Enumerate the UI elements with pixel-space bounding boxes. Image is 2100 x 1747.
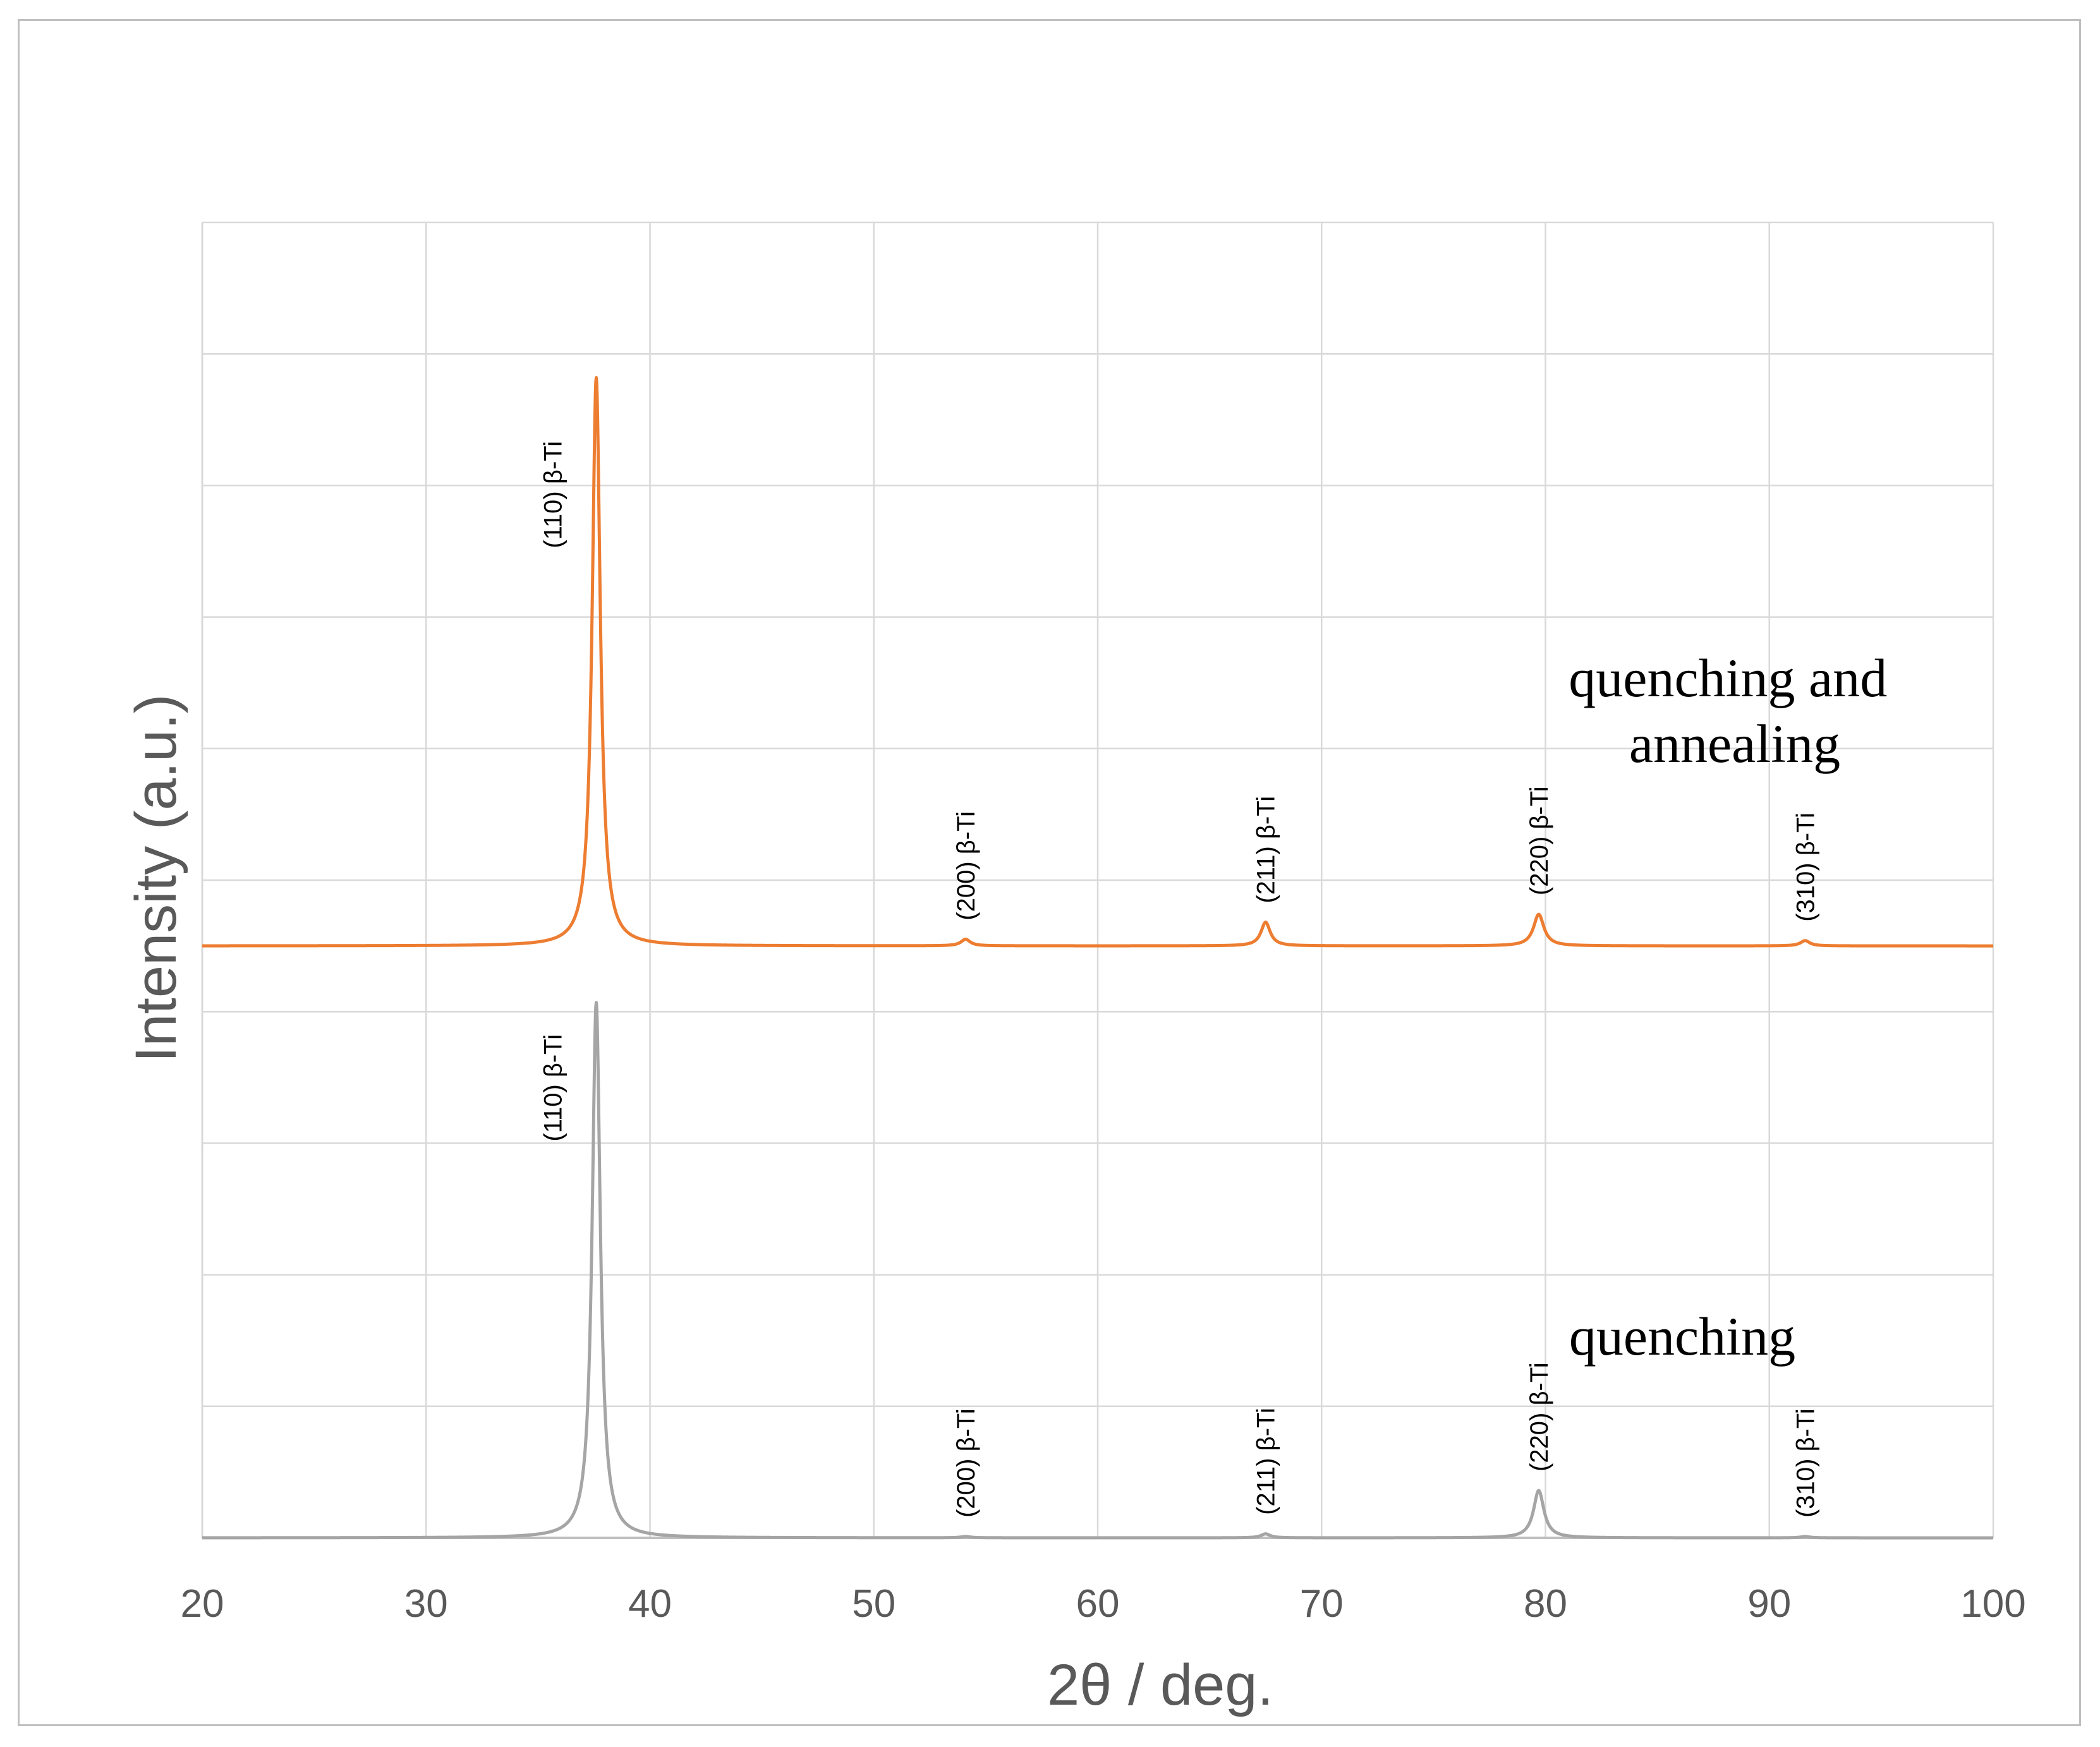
peak-label: (200) β-Ti [952,811,980,921]
x-tick-labels: 20 30 40 50 60 70 80 90 100 [181,1582,2026,1626]
x-axis-title: 2θ / deg. [1047,1653,1273,1717]
series-lines [201,376,1994,1540]
gridlines [202,221,1994,1538]
series-label-quenching: quenching [1569,1306,1795,1367]
peak-labels: (110) β-Ti (200) β-Ti (211) β-Ti (220) β-Ti… [540,441,1820,1518]
peak-label: (310) β-Ti [1792,1408,1819,1518]
x-tick-label: 30 [404,1582,448,1626]
peak-label: (211) β-Ti [1253,1408,1280,1515]
series-label-quenching-and-annealing: quenching and annealing [1569,648,1900,774]
peak-label: (110) β-Ti [540,1034,567,1142]
x-tick-label: 90 [1747,1582,1791,1626]
x-tick-label: 100 [1960,1582,2025,1626]
peak-label: (200) β-Ti [952,1408,980,1518]
series-label-line-2: annealing [1629,713,1840,774]
series-line-1 [201,1001,1994,1540]
x-tick-label: 60 [1076,1582,1120,1626]
x-tick-label: 40 [628,1582,672,1626]
series-line-0 [201,376,1994,948]
peak-label: (211) β-Ti [1253,796,1280,904]
series-label-line-1: quenching and [1569,648,1887,708]
peak-label: (310) β-Ti [1792,813,1819,922]
peak-label: (110) β-Ti [540,441,567,548]
chart-frame [18,19,2081,1726]
x-tick-label: 50 [852,1582,895,1626]
peak-label: (220) β-Ti [1526,1362,1553,1472]
x-tick-label: 20 [181,1582,224,1626]
x-tick-label: 80 [1524,1582,1567,1626]
y-axis-title: Intensity (a.u.) [124,694,188,1063]
x-tick-label: 70 [1300,1582,1344,1626]
peak-label: (220) β-Ti [1526,786,1553,895]
